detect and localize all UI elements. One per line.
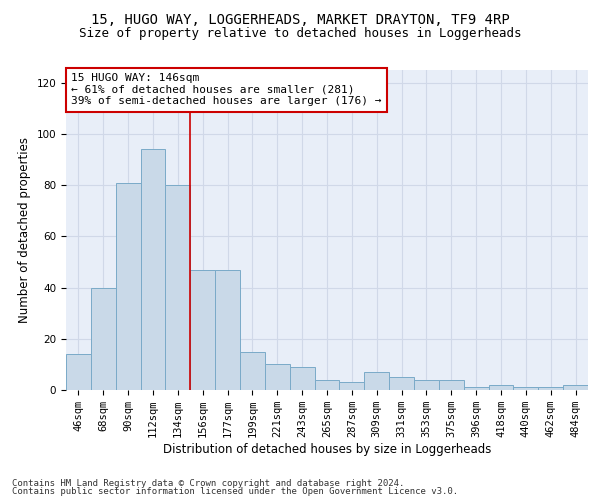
- Text: 15, HUGO WAY, LOGGERHEADS, MARKET DRAYTON, TF9 4RP: 15, HUGO WAY, LOGGERHEADS, MARKET DRAYTO…: [91, 12, 509, 26]
- Bar: [414, 380, 439, 390]
- Bar: [488, 385, 514, 390]
- Bar: [290, 367, 314, 390]
- Bar: [215, 270, 240, 390]
- Bar: [240, 352, 265, 390]
- Bar: [91, 288, 116, 390]
- Bar: [66, 354, 91, 390]
- Bar: [364, 372, 389, 390]
- Y-axis label: Number of detached properties: Number of detached properties: [18, 137, 31, 323]
- Bar: [439, 380, 464, 390]
- Bar: [389, 377, 414, 390]
- Bar: [166, 185, 190, 390]
- Text: Contains HM Land Registry data © Crown copyright and database right 2024.: Contains HM Land Registry data © Crown c…: [12, 478, 404, 488]
- X-axis label: Distribution of detached houses by size in Loggerheads: Distribution of detached houses by size …: [163, 443, 491, 456]
- Bar: [314, 380, 340, 390]
- Bar: [116, 182, 140, 390]
- Bar: [140, 150, 166, 390]
- Bar: [190, 270, 215, 390]
- Text: Contains public sector information licensed under the Open Government Licence v3: Contains public sector information licen…: [12, 487, 458, 496]
- Bar: [563, 385, 588, 390]
- Text: 15 HUGO WAY: 146sqm
← 61% of detached houses are smaller (281)
39% of semi-detac: 15 HUGO WAY: 146sqm ← 61% of detached ho…: [71, 73, 382, 106]
- Bar: [538, 388, 563, 390]
- Bar: [340, 382, 364, 390]
- Bar: [265, 364, 290, 390]
- Bar: [464, 388, 488, 390]
- Text: Size of property relative to detached houses in Loggerheads: Size of property relative to detached ho…: [79, 28, 521, 40]
- Bar: [514, 388, 538, 390]
